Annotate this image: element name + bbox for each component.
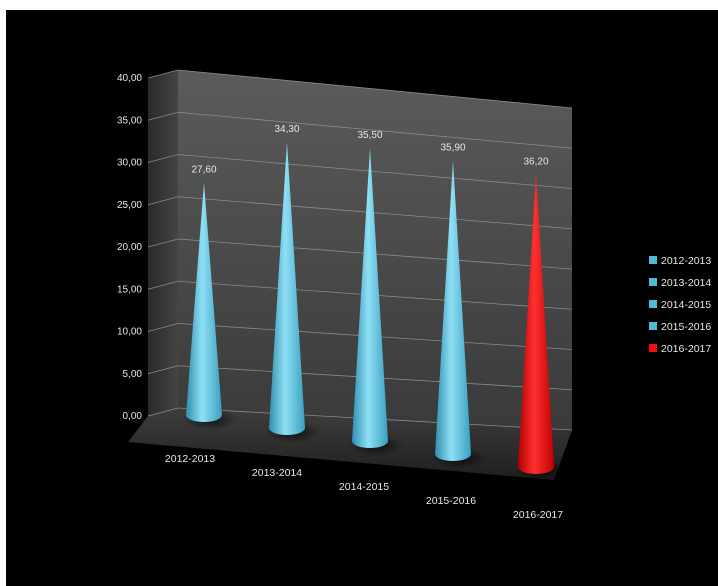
gridline-side — [147, 154, 179, 163]
cone-group: 36,20 — [514, 156, 570, 482]
category-label: 2013-2014 — [252, 467, 302, 479]
legend-label: 2016-2017 — [661, 343, 711, 355]
gridline-side — [147, 323, 179, 332]
category-label: 2016-2017 — [513, 509, 563, 521]
y-axis-ticks: 0,00 5,00 10,00 15,00 20,00 25,00 30,00 35,00 40… — [117, 73, 142, 422]
cone-chart: 0,00 5,00 10,00 15,00 20,00 25,00 30,00 35,00 40… — [117, 69, 711, 521]
y-tick-label: 15,00 — [117, 284, 142, 295]
y-tick-label: 30,00 — [117, 158, 142, 169]
gridline — [177, 111, 573, 149]
cone-bar — [435, 160, 471, 461]
legend-swatch — [649, 256, 657, 264]
legend: 2012-2013 2013-2014 2014-2015 2015-2016 2016… — [649, 255, 711, 355]
y-tick-label: 40,00 — [117, 73, 142, 84]
gridline-side — [147, 280, 179, 290]
cone-group: 35,50 — [348, 130, 404, 456]
cone-group: 27,60 — [182, 165, 238, 430]
gridline-side — [147, 365, 179, 375]
cone-bar — [352, 147, 388, 448]
y-tick-label: 25,00 — [117, 200, 142, 211]
category-label: 2015-2016 — [426, 495, 476, 507]
y-tick-label: 35,00 — [117, 115, 142, 126]
legend-label: 2015-2016 — [661, 321, 711, 333]
data-label: 35,50 — [357, 130, 382, 141]
gridline — [177, 154, 573, 189]
y-tick-label: 5,00 — [123, 369, 143, 380]
cone-bar — [518, 174, 554, 474]
category-label: 2012-2013 — [165, 453, 215, 465]
data-label: 34,30 — [274, 124, 299, 135]
y-tick-label: 0,00 — [123, 411, 143, 422]
chart-area: 0,00 5,00 10,00 15,00 20,00 25,00 30,00 35,00 40… — [6, 10, 718, 586]
data-label: 27,60 — [191, 165, 216, 176]
gridline-side — [147, 69, 179, 79]
data-label: 36,20 — [523, 156, 548, 167]
legend-label: 2012-2013 — [661, 255, 711, 267]
cone-group: 34,30 — [265, 124, 321, 443]
gridline — [177, 196, 573, 230]
gridline-side — [147, 238, 179, 248]
legend-label: 2014-2015 — [661, 299, 711, 311]
legend-swatch — [649, 344, 657, 352]
gridline-side — [147, 407, 179, 417]
chart-cones: 27,60 34,30 35,50 35,90 36,20 — [182, 124, 570, 482]
y-tick-label: 20,00 — [117, 242, 142, 253]
gridline-side — [147, 196, 179, 206]
legend-swatch — [649, 278, 657, 286]
cone-bar — [269, 141, 305, 435]
legend-swatch — [649, 300, 657, 308]
gridline-side — [147, 111, 179, 121]
cone-group: 35,90 — [431, 143, 487, 469]
data-label: 35,90 — [440, 143, 465, 154]
gridline — [177, 69, 573, 109]
y-tick-label: 10,00 — [117, 327, 142, 338]
legend-swatch — [649, 322, 657, 330]
x-axis-labels: 2012-2013 2013-2014 2014-2015 2015-2016 2016… — [165, 453, 563, 521]
cone-bar — [186, 182, 222, 422]
legend-label: 2013-2014 — [661, 277, 711, 289]
category-label: 2014-2015 — [339, 481, 389, 493]
